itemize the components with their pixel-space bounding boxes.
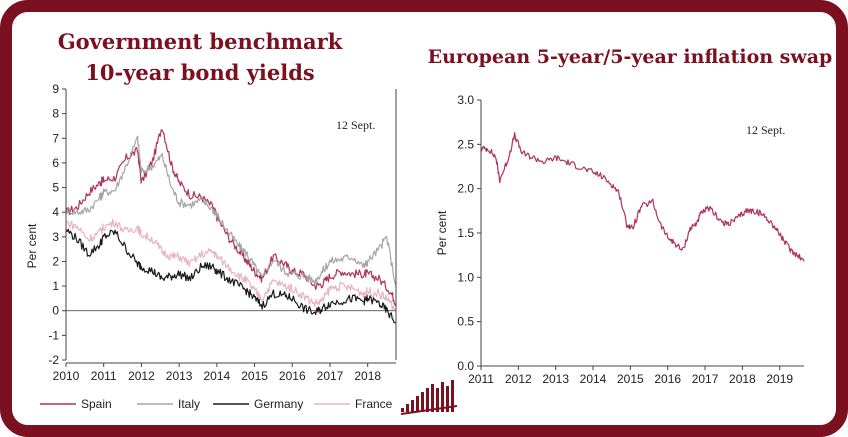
y-tick-label: 4 xyxy=(52,205,59,219)
legend-label-italy: Italy xyxy=(178,397,200,411)
x-tick-label: 2012 xyxy=(505,372,532,386)
right-y-axis-label: Per cent xyxy=(435,210,449,255)
x-tick-label: 2013 xyxy=(542,372,569,386)
x-tick-label: 2015 xyxy=(617,372,644,386)
right-y-tick-labels: 0.0 0.5 1.0 1.5 2.0 2.5 3.0 xyxy=(457,93,474,373)
legend-label-france: France xyxy=(355,397,393,411)
y-tick-label: -2 xyxy=(48,353,59,367)
right-chart-title: European 5-year/5-year inflation swap xyxy=(428,46,833,68)
y-tick-label: 8 xyxy=(52,107,59,121)
y-tick-label: 6 xyxy=(52,156,59,170)
x-tick-label: 2011 xyxy=(91,369,117,383)
left-y-axis-label: Per cent xyxy=(25,223,39,268)
right-x-tick-labels: 2011 2012 2013 2014 2015 2016 2017 2018 2019 xyxy=(468,372,793,386)
y-tick-label: -1 xyxy=(48,328,59,342)
x-tick-label: 2018 xyxy=(729,372,756,386)
left-x-tick-labels: 2010 2011 2012 2013 2014 2015 2016 2017 2018 xyxy=(53,369,382,383)
right-axes xyxy=(477,99,804,370)
y-tick-label: 2.5 xyxy=(457,137,474,151)
y-tick-label: 1 xyxy=(52,279,59,293)
y-tick-label: 2 xyxy=(52,254,59,268)
right-annotation: 12 Sept. xyxy=(746,123,785,137)
x-tick-label: 2016 xyxy=(279,369,306,383)
left-chart-title: Government benchmark xyxy=(58,29,343,54)
left-axes xyxy=(62,88,397,367)
y-tick-label: 3 xyxy=(52,230,59,244)
logo-icon xyxy=(400,380,458,415)
x-tick-label: 2013 xyxy=(166,369,193,383)
left-annotation: 12 Sept. xyxy=(336,118,375,132)
y-tick-label: 0 xyxy=(52,304,59,318)
x-tick-label: 2016 xyxy=(654,372,681,386)
x-tick-label: 2018 xyxy=(354,369,381,383)
y-tick-label: 9 xyxy=(52,82,59,96)
series-line-spain xyxy=(65,129,397,307)
left-chart-subtitle: 10-year bond yields xyxy=(85,60,314,85)
y-tick-label: 0.5 xyxy=(457,315,474,329)
y-tick-label: 1.5 xyxy=(457,226,474,240)
series-line-italy xyxy=(65,135,397,287)
x-tick-label: 2015 xyxy=(241,369,268,383)
legend-label-germany: Germany xyxy=(254,397,303,411)
right-inflation-swap-chart: 0.00.51.01.52.02.53.0 2011 2012 2013 2014 20… xyxy=(435,93,805,386)
x-tick-label: 2017 xyxy=(692,372,719,386)
y-tick-label: 2.0 xyxy=(457,182,474,196)
x-tick-label: 2014 xyxy=(580,372,607,386)
y-tick-label: 1.0 xyxy=(457,270,474,284)
x-tick-label: 2010 xyxy=(53,369,80,383)
y-tick-label: 7 xyxy=(52,131,59,145)
left-y-tick-labels: -2 -1 0 1 2 3 4 5 6 7 8 9 xyxy=(48,82,59,367)
x-tick-label: 2011 xyxy=(468,372,494,386)
y-tick-label: 3.0 xyxy=(457,93,474,107)
x-tick-label: 2017 xyxy=(317,369,344,383)
series-line-germany xyxy=(65,228,397,324)
series-line-france xyxy=(65,218,397,312)
legend-label-spain: Spain xyxy=(81,397,112,411)
series-line-swap xyxy=(480,132,805,262)
x-tick-label: 2014 xyxy=(204,369,231,383)
left-series xyxy=(65,129,397,324)
left-legend: Spain Italy Germany France xyxy=(40,397,393,411)
x-tick-label: 2019 xyxy=(766,372,793,386)
y-tick-label: 0.0 xyxy=(457,359,474,373)
right-series xyxy=(480,132,805,262)
y-tick-label: 5 xyxy=(52,181,59,195)
x-tick-label: 2012 xyxy=(128,369,155,383)
